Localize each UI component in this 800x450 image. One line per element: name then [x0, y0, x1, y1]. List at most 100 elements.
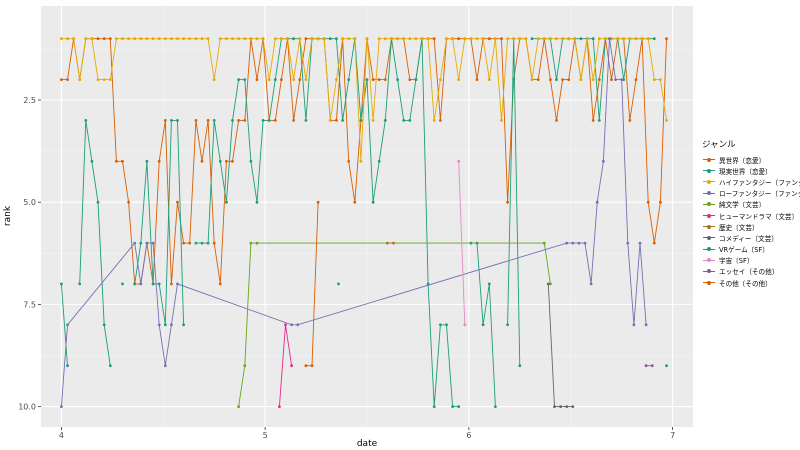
legend-key-swatch	[702, 255, 716, 266]
data-point	[84, 119, 88, 122]
data-point	[157, 282, 161, 286]
data-point	[408, 119, 412, 122]
series-line	[79, 120, 111, 366]
legend-key-swatch	[702, 244, 716, 255]
data-point	[194, 37, 198, 41]
data-point	[512, 37, 516, 41]
legend-label: 歴史〔文芸〕	[719, 223, 759, 232]
data-point	[632, 323, 636, 327]
data-point	[157, 323, 161, 327]
y-tick-label: 2.5	[23, 96, 36, 105]
y-axis-title: rank	[3, 205, 13, 226]
data-point	[634, 37, 638, 41]
legend-item: その他〔その他〕	[702, 277, 798, 288]
data-point	[579, 37, 583, 41]
data-point	[255, 37, 259, 41]
data-point	[273, 37, 277, 41]
data-point	[296, 323, 300, 327]
legend-label: エッセイ〔その他〕	[719, 268, 779, 277]
legend-item: 純文学〔文芸〕	[702, 199, 798, 210]
data-point	[188, 37, 192, 41]
data-point	[567, 78, 571, 81]
data-point	[176, 282, 179, 286]
legend-item: 歴史〔文芸〕	[702, 221, 798, 232]
data-point	[218, 37, 222, 41]
data-point	[487, 78, 491, 81]
legend-item: ハイファンタジー〔ファンタジー〕	[702, 176, 800, 187]
data-point	[481, 37, 485, 41]
data-point	[273, 119, 277, 122]
data-point	[206, 241, 210, 245]
data-point	[182, 37, 186, 41]
data-point	[614, 78, 617, 81]
data-point	[280, 78, 283, 81]
data-point	[644, 364, 648, 368]
data-point	[610, 37, 613, 41]
data-point	[182, 323, 186, 327]
data-point	[439, 323, 442, 327]
data-point	[396, 78, 399, 81]
data-point	[90, 159, 94, 163]
data-point	[652, 241, 656, 245]
data-point	[347, 159, 351, 163]
data-point	[261, 119, 265, 122]
data-point	[304, 119, 308, 122]
data-point	[591, 78, 595, 81]
data-point	[108, 37, 112, 41]
series-line	[61, 38, 667, 162]
data-point	[139, 37, 143, 41]
data-point	[365, 78, 369, 81]
data-point	[530, 37, 534, 41]
data-point	[620, 78, 624, 81]
series-group	[546, 282, 575, 408]
series-group	[237, 241, 552, 408]
data-point	[542, 241, 546, 245]
data-point	[286, 37, 289, 41]
data-point	[546, 282, 550, 286]
data-point	[127, 200, 130, 204]
data-point	[555, 119, 558, 122]
data-point	[573, 37, 577, 41]
data-point	[310, 364, 314, 368]
data-point	[90, 37, 94, 41]
data-point	[78, 78, 82, 81]
data-point	[304, 364, 308, 368]
data-point	[78, 282, 82, 286]
legend-label: ローファンタジー〔ファンタジー〕	[719, 190, 800, 199]
data-point	[659, 200, 662, 204]
data-point	[341, 37, 344, 41]
data-point	[652, 37, 656, 41]
data-point	[66, 364, 69, 368]
data-point	[218, 282, 222, 286]
data-point	[571, 405, 575, 408]
data-point	[328, 119, 332, 122]
data-point	[383, 119, 387, 122]
data-point	[225, 159, 228, 163]
data-point	[292, 119, 295, 122]
data-point	[457, 78, 461, 81]
data-point	[518, 37, 522, 41]
data-point	[310, 37, 314, 41]
legend-item: 宇宙〔SF〕	[702, 255, 798, 266]
data-point	[115, 159, 118, 163]
data-point	[390, 37, 393, 41]
data-point	[341, 119, 344, 122]
data-point	[157, 37, 161, 41]
x-axis-title: date	[357, 439, 378, 449]
data-point	[638, 241, 642, 245]
legend-item: ヒューマンドラマ〔文芸〕	[702, 210, 798, 221]
data-point	[249, 37, 253, 41]
data-point	[644, 323, 648, 327]
data-point	[383, 37, 387, 41]
data-point	[377, 78, 381, 81]
data-point	[278, 405, 281, 408]
data-point	[555, 37, 558, 41]
data-point	[96, 37, 100, 41]
data-point	[371, 78, 375, 81]
data-point	[585, 37, 589, 41]
data-point	[386, 241, 389, 245]
data-point	[188, 241, 192, 245]
y-tick-label: 7.5	[23, 300, 36, 309]
data-point	[565, 241, 569, 245]
